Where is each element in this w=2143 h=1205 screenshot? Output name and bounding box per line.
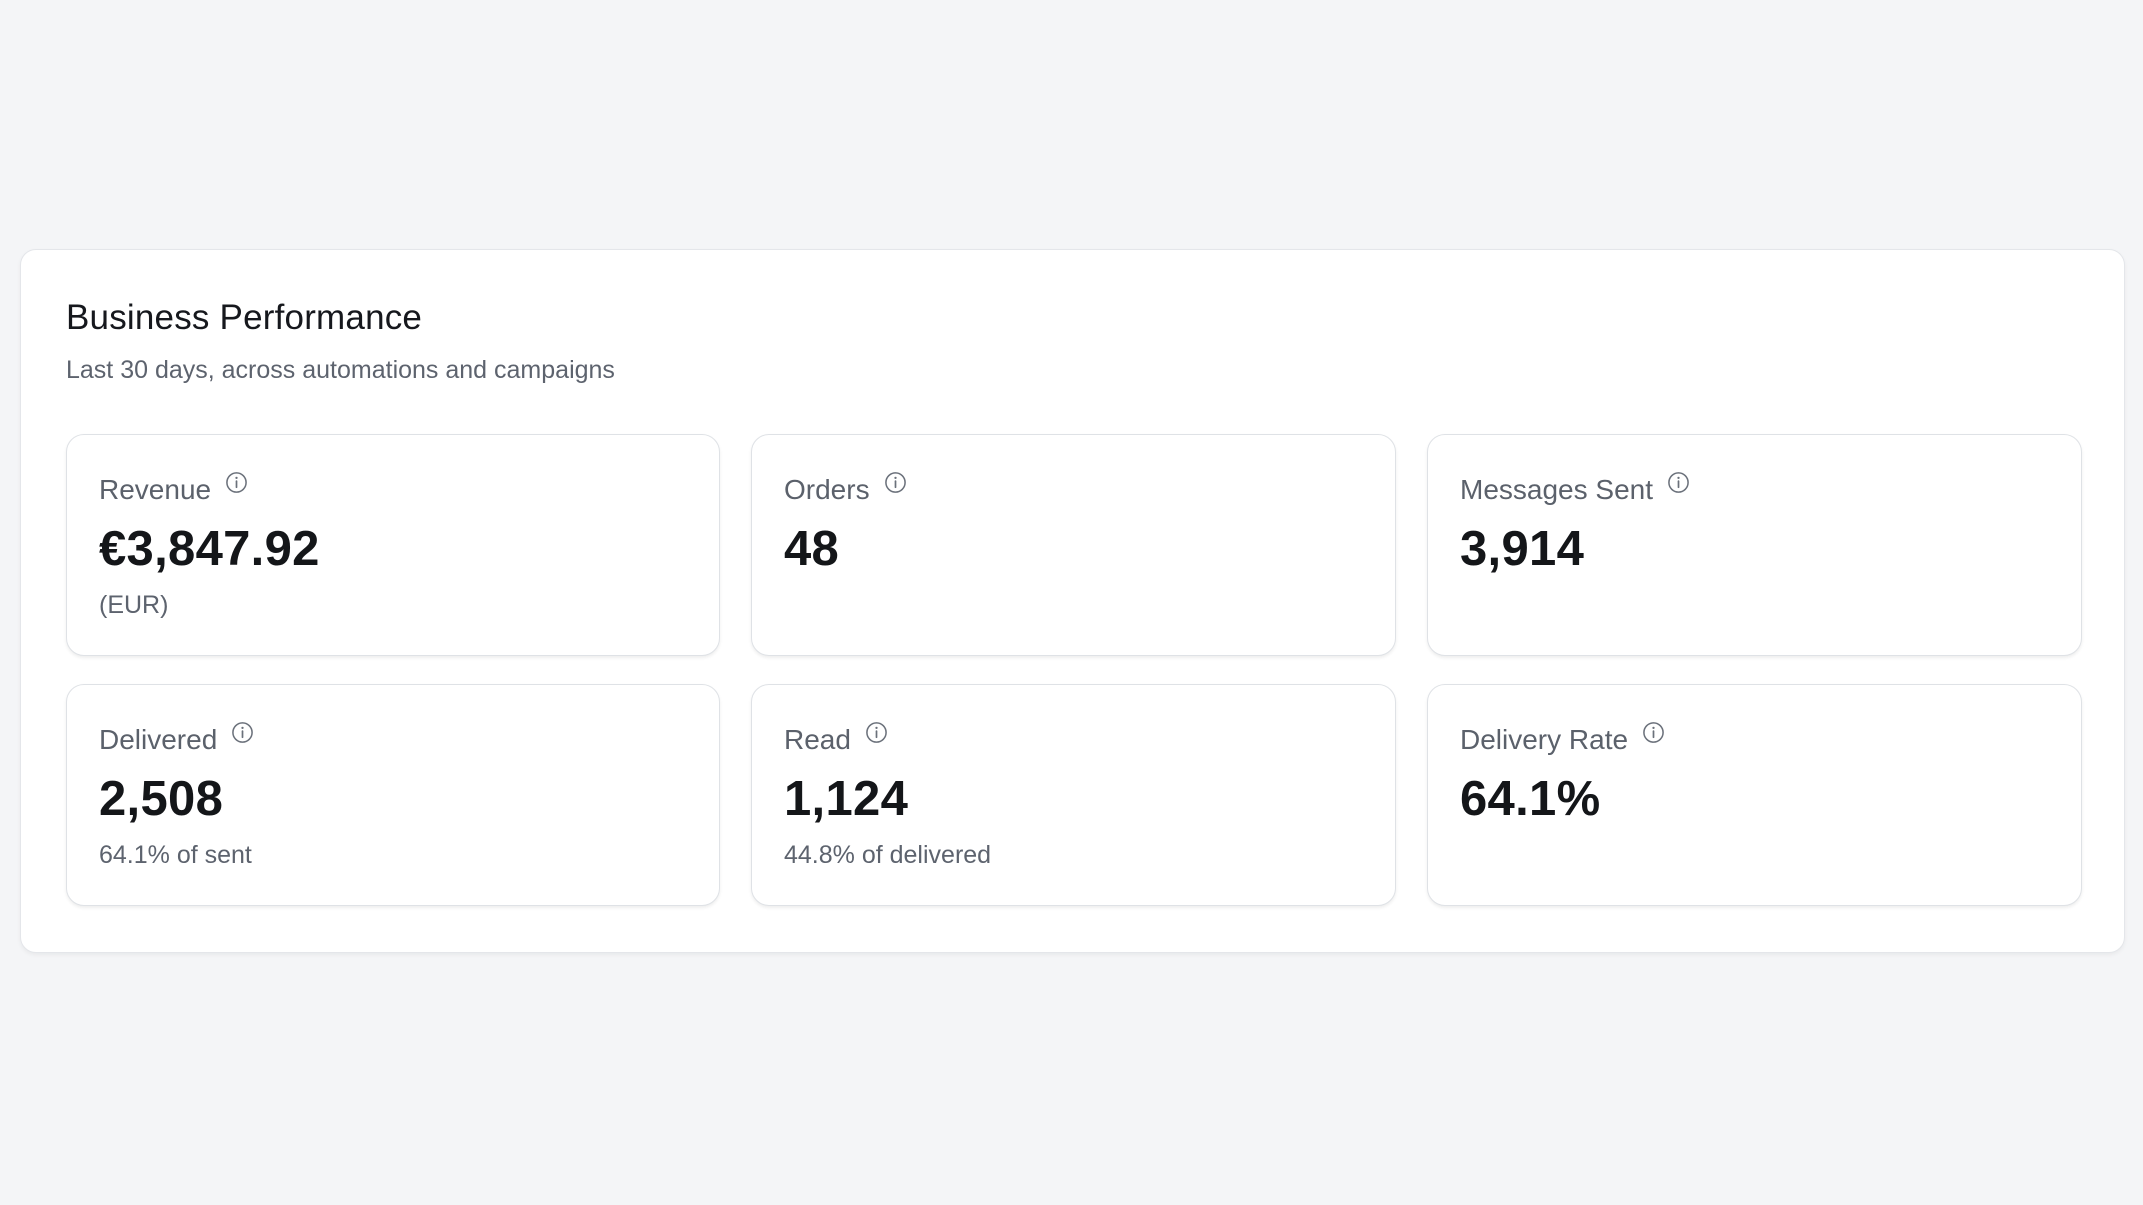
panel-title: Business Performance xyxy=(66,298,423,337)
metric-value: 64.1% xyxy=(1460,772,1601,826)
metric-value: 1,124 xyxy=(784,772,909,826)
metric-card-header: Read xyxy=(784,721,888,754)
metric-card-delivered: Delivered 2,508 64.1% of sent xyxy=(66,684,720,906)
metric-card-orders: Orders 48 xyxy=(751,434,1396,656)
metrics-grid: Revenue €3,847.92 (EUR) Orders 48 Messag… xyxy=(66,434,2082,906)
metric-subtext: 44.8% of delivered xyxy=(784,841,992,869)
info-icon[interactable] xyxy=(884,471,907,494)
metric-value: €3,847.92 xyxy=(99,522,320,576)
info-icon[interactable] xyxy=(865,721,888,744)
panel-subtitle: Last 30 days, across automations and cam… xyxy=(66,356,615,384)
metric-label: Delivered xyxy=(99,724,218,755)
info-icon[interactable] xyxy=(1667,471,1690,494)
metric-label: Read xyxy=(784,724,851,755)
metric-label: Delivery Rate xyxy=(1460,724,1629,755)
info-icon[interactable] xyxy=(1642,721,1665,744)
metric-card-header: Delivery Rate xyxy=(1460,721,1665,754)
metric-label: Messages Sent xyxy=(1460,474,1653,505)
metric-value: 3,914 xyxy=(1460,522,1585,576)
metric-card-revenue: Revenue €3,847.92 (EUR) xyxy=(66,434,720,656)
metric-card-read: Read 1,124 44.8% of delivered xyxy=(751,684,1396,906)
metric-label: Revenue xyxy=(99,474,212,505)
metric-card-delivery-rate: Delivery Rate 64.1% xyxy=(1427,684,2082,906)
metric-subtext: 64.1% of sent xyxy=(99,841,252,869)
metric-value: 2,508 xyxy=(99,772,224,826)
metric-value: 48 xyxy=(784,522,840,576)
business-performance-panel: Business Performance Last 30 days, acros… xyxy=(20,249,2125,953)
metric-subtext: (EUR) xyxy=(99,591,169,619)
info-icon[interactable] xyxy=(225,471,248,494)
metric-card-header: Messages Sent xyxy=(1460,471,1690,504)
metric-card-messages-sent: Messages Sent 3,914 xyxy=(1427,434,2082,656)
info-icon[interactable] xyxy=(231,721,254,744)
metric-card-header: Delivered xyxy=(99,721,254,754)
metric-label: Orders xyxy=(784,474,870,505)
metric-card-header: Orders xyxy=(784,471,907,504)
metric-card-header: Revenue xyxy=(99,471,248,504)
